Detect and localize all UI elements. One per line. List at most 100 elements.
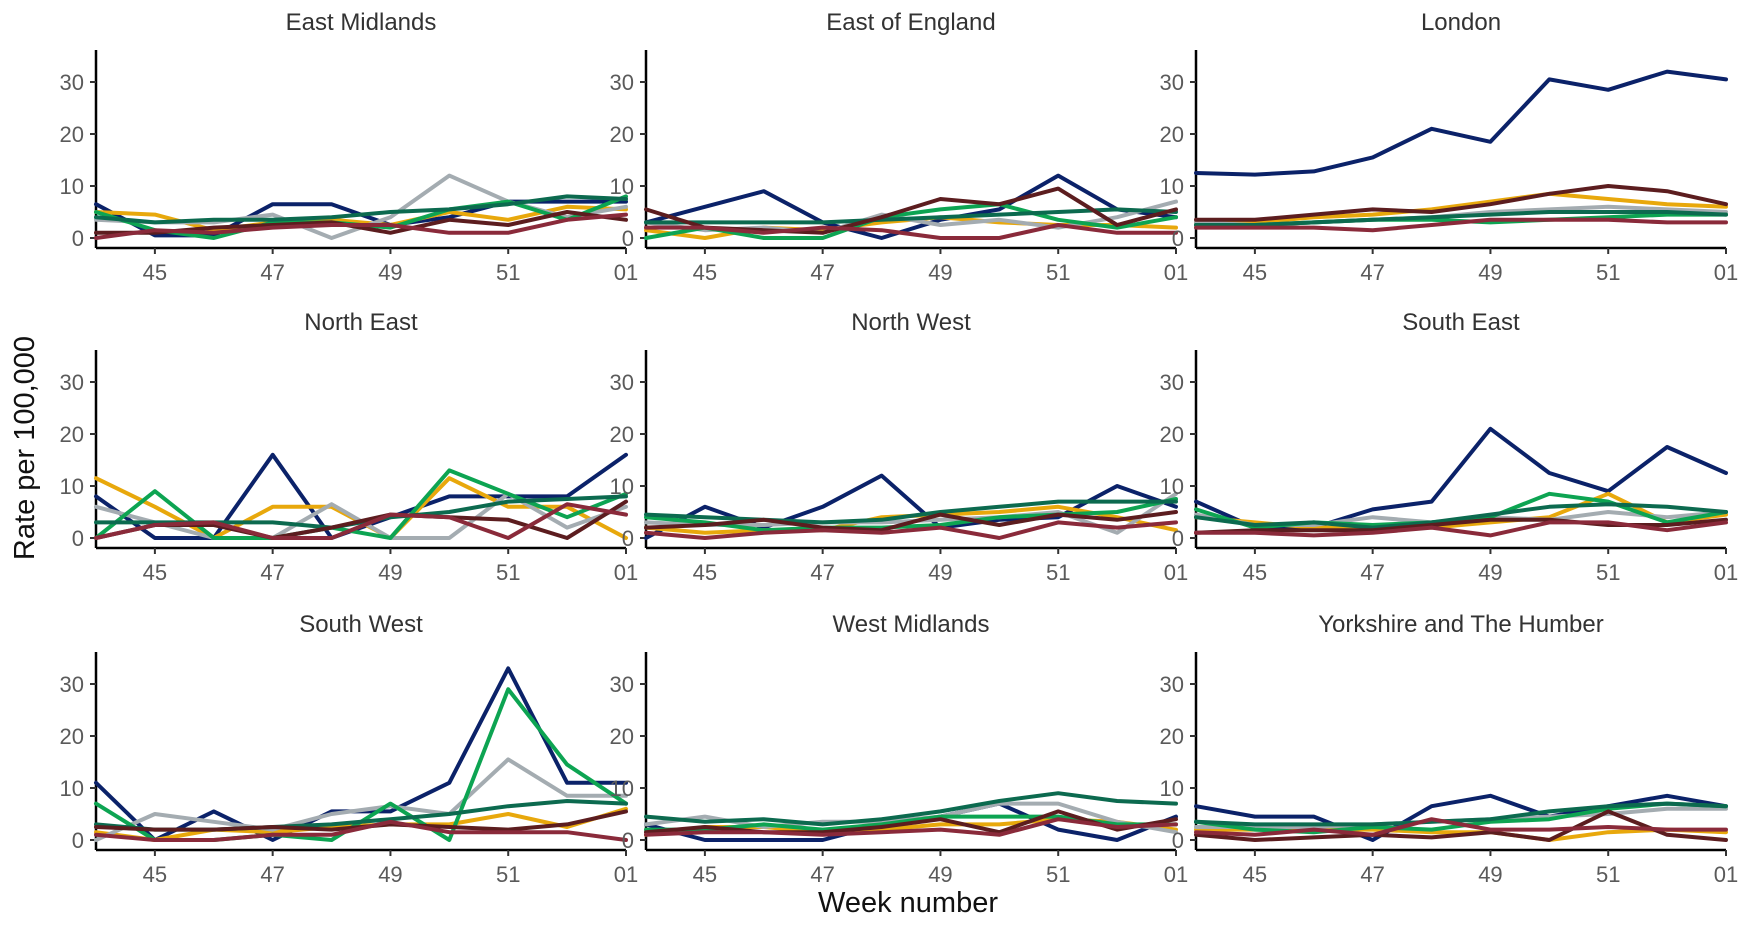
y-tick-label: 20 <box>1160 422 1184 447</box>
y-tick-label: 0 <box>1172 526 1184 551</box>
y-tick-label: 0 <box>1172 226 1184 251</box>
y-tick-label: 30 <box>1160 70 1184 95</box>
x-tick-label: 47 <box>1360 560 1384 585</box>
x-tick-label: 45 <box>693 260 717 285</box>
series-line-5 <box>1194 502 1728 530</box>
x-tick-label: 51 <box>1596 862 1620 887</box>
x-tick-label: 49 <box>378 862 402 887</box>
y-tick-label: 30 <box>60 672 84 697</box>
y-tick-label: 10 <box>1160 776 1184 801</box>
panel-title: East Midlands <box>286 9 437 36</box>
panel-south-west: South West 0 10 20 30 45 47 49 51 01 <box>60 611 639 887</box>
series-line-1 <box>1194 426 1728 530</box>
series-line-1 <box>1194 69 1728 177</box>
x-tick-label: 49 <box>378 560 402 585</box>
series-line-7 <box>94 502 628 540</box>
y-tick-label: 20 <box>610 122 634 147</box>
x-tick-label: 49 <box>928 862 952 887</box>
y-tick-label: 0 <box>622 226 634 251</box>
series-line-6 <box>1194 809 1728 842</box>
y-tick-label: 10 <box>610 474 634 499</box>
x-tick-label: 01 <box>1164 260 1188 285</box>
x-tick-label: 01 <box>1714 260 1738 285</box>
x-tick-label: 51 <box>1046 560 1070 585</box>
x-axis-title: Week number <box>818 887 998 919</box>
x-tick-label: 47 <box>1360 862 1384 887</box>
x-tick-label: 51 <box>1046 862 1070 887</box>
series-line-6 <box>644 510 1178 533</box>
panel-south-east: South East 0 10 20 30 45 47 49 51 01 <box>1160 309 1739 585</box>
series-line-7 <box>644 223 1178 240</box>
series-line-4 <box>644 497 1178 533</box>
series-line-7 <box>94 819 628 842</box>
panel-title: London <box>1421 9 1501 36</box>
x-tick-label: 47 <box>810 560 834 585</box>
y-tick-label: 30 <box>1160 370 1184 395</box>
series-line-1 <box>1194 793 1728 842</box>
panel-title: Yorkshire and The Humber <box>1318 611 1604 638</box>
y-tick-label: 10 <box>610 174 634 199</box>
y-tick-label: 20 <box>610 422 634 447</box>
y-tick-label: 0 <box>1172 828 1184 853</box>
series-line-5 <box>94 194 628 225</box>
y-tick-label: 10 <box>60 776 84 801</box>
x-tick-label: 47 <box>260 560 284 585</box>
series-line-5 <box>644 499 1178 525</box>
x-tick-label: 51 <box>1596 560 1620 585</box>
series-line-7 <box>1194 217 1728 233</box>
y-tick-label: 10 <box>610 776 634 801</box>
y-tick-label: 10 <box>1160 174 1184 199</box>
y-tick-label: 20 <box>1160 724 1184 749</box>
x-tick-label: 01 <box>1164 862 1188 887</box>
x-tick-label: 49 <box>378 260 402 285</box>
series-line-6 <box>1194 184 1728 222</box>
x-tick-label: 01 <box>614 560 638 585</box>
series-line-2 <box>1194 191 1728 225</box>
y-tick-label: 20 <box>60 724 84 749</box>
x-tick-label: 45 <box>1243 862 1267 887</box>
y-tick-label: 0 <box>72 526 84 551</box>
y-tick-label: 10 <box>60 174 84 199</box>
series-line-5 <box>1194 801 1728 827</box>
series-line-1 <box>94 666 628 842</box>
y-tick-label: 0 <box>622 828 634 853</box>
y-tick-label: 10 <box>1160 474 1184 499</box>
series-line-6 <box>644 809 1178 835</box>
y-tick-label: 10 <box>60 474 84 499</box>
y-tick-label: 30 <box>60 70 84 95</box>
x-tick-label: 51 <box>496 862 520 887</box>
y-tick-label: 30 <box>60 370 84 395</box>
x-tick-label: 45 <box>1243 560 1267 585</box>
series-line-5 <box>644 791 1178 827</box>
y-tick-label: 20 <box>1160 122 1184 147</box>
panel-title: South East <box>1402 309 1520 336</box>
x-tick-label: 01 <box>614 260 638 285</box>
y-tick-label: 30 <box>610 70 634 95</box>
x-tick-label: 01 <box>614 862 638 887</box>
x-tick-label: 45 <box>1243 260 1267 285</box>
x-tick-label: 01 <box>1714 560 1738 585</box>
series-line-1 <box>644 173 1178 240</box>
x-tick-label: 49 <box>928 560 952 585</box>
y-tick-label: 20 <box>60 422 84 447</box>
series-line-7 <box>1194 520 1728 538</box>
x-tick-label: 49 <box>1478 560 1502 585</box>
x-tick-label: 51 <box>496 560 520 585</box>
panel-east-midlands: East Midlands 0 10 20 30 45 47 49 51 01 <box>60 9 639 285</box>
panel-title: North East <box>304 309 418 336</box>
x-tick-label: 45 <box>693 862 717 887</box>
x-tick-label: 49 <box>1478 260 1502 285</box>
x-tick-label: 45 <box>143 560 167 585</box>
y-tick-label: 30 <box>610 370 634 395</box>
series-line-7 <box>1194 817 1728 837</box>
y-tick-label: 0 <box>72 226 84 251</box>
x-tick-label: 45 <box>143 862 167 887</box>
x-tick-label: 47 <box>810 260 834 285</box>
